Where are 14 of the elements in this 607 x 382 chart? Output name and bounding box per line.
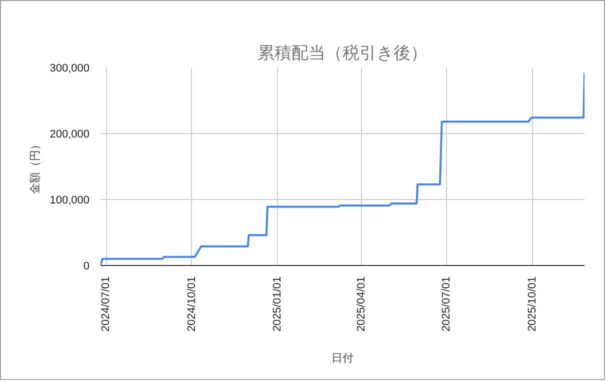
y-tick-label: 0 xyxy=(83,260,90,272)
x-tick-label: 2025/04/01 xyxy=(356,276,368,332)
y-tick-label: 300,000 xyxy=(50,62,90,74)
chart-title: 累積配当（税引き後） xyxy=(258,44,428,62)
x-tick-label: 2024/10/01 xyxy=(186,276,198,332)
x-tick-label: 2025/07/01 xyxy=(440,276,452,332)
y-tick-label: 100,000 xyxy=(50,194,90,206)
x-tick-label: 2024/07/01 xyxy=(100,276,112,332)
line-series xyxy=(100,72,584,266)
x-axis-title: 日付 xyxy=(332,352,354,365)
y-axis-title: 金額（円） xyxy=(28,139,42,194)
x-tick-label: 2025/01/01 xyxy=(272,276,284,332)
y-tick-label: 200,000 xyxy=(50,128,90,140)
x-tick-label: 2025/10/01 xyxy=(526,276,538,332)
